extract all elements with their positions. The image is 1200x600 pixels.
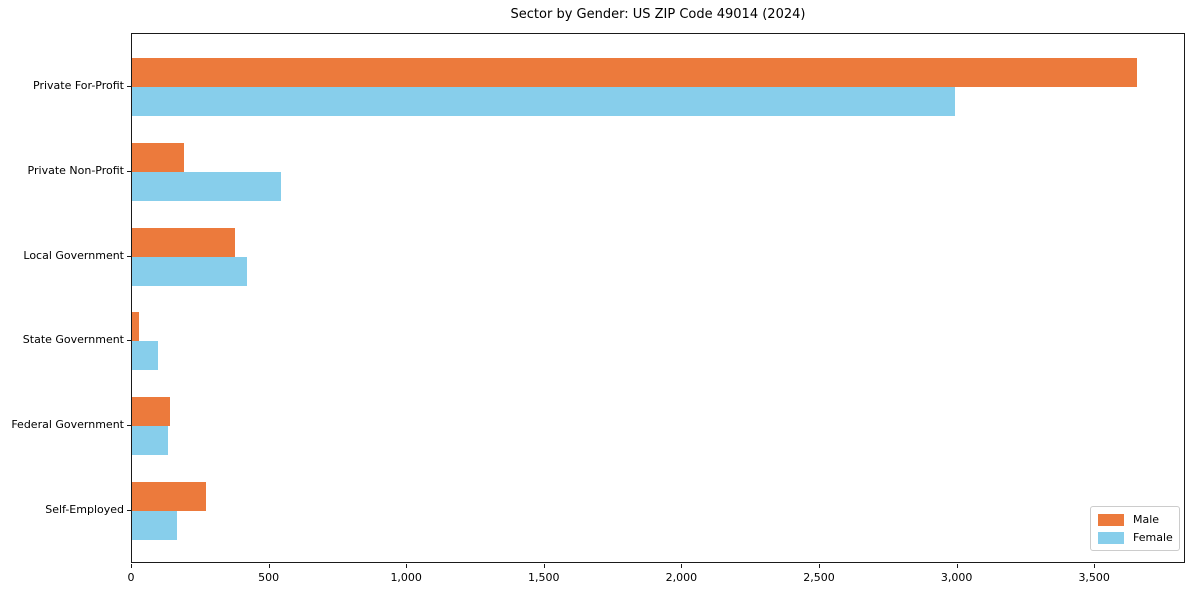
bar-male-private-for-profit <box>132 58 1137 87</box>
y-tick-mark <box>127 255 131 257</box>
legend-item-female: Female <box>1098 531 1173 544</box>
x-tick-mark <box>406 564 408 568</box>
chart-title: Sector by Gender: US ZIP Code 49014 (202… <box>510 7 806 22</box>
bar-male-local-government <box>132 227 236 257</box>
y-tick-mark <box>127 86 131 87</box>
legend-item-male: Male <box>1098 513 1171 526</box>
legend-swatch-male <box>1098 513 1124 526</box>
x-tick-label-3000: 3,000 <box>940 571 973 584</box>
plot-area <box>131 33 1185 563</box>
y-tick-label-state-government: State Government <box>22 333 124 347</box>
x-tick-label-500: 500 <box>258 571 280 584</box>
y-tick-mark <box>127 340 131 342</box>
bar-female-federal-government <box>132 426 169 456</box>
y-tick-mark <box>127 510 131 511</box>
x-tick-label-0: 0 <box>127 571 135 584</box>
x-tick-label-1000: 1,000 <box>390 571 422 584</box>
y-tick-label-private-non-profit: Private Non-Profit <box>27 163 124 177</box>
y-tick-mark <box>127 425 131 427</box>
bar-male-state-government <box>132 312 139 342</box>
x-tick-mark <box>1094 564 1096 568</box>
y-tick-label-local-government: Local Government <box>23 248 124 262</box>
legend: Male Female <box>1090 506 1180 551</box>
bar-female-private-non-profit <box>132 171 282 201</box>
legend-label-female: Female <box>1133 531 1173 544</box>
y-tick-label-private-for-profit: Private For-Profit <box>33 79 124 92</box>
x-tick-mark <box>268 564 270 568</box>
x-tick-mark <box>819 564 820 568</box>
bar-female-state-government <box>132 341 159 371</box>
y-tick-label-federal-government: Federal Government <box>11 418 124 432</box>
x-tick-label-1500: 1,500 <box>528 571 560 584</box>
y-tick-label-self-employed: Self-Employed <box>45 503 124 516</box>
x-tick-mark <box>543 564 545 568</box>
bar-male-federal-government <box>132 397 170 427</box>
bar-male-private-non-profit <box>132 142 185 172</box>
legend-swatch-female <box>1098 531 1124 544</box>
bar-male-self-employed <box>132 482 207 511</box>
x-tick-label-2000: 2,000 <box>665 571 698 584</box>
y-tick-mark <box>127 170 131 172</box>
x-tick-label-3500: 3,500 <box>1078 571 1110 584</box>
x-tick-mark <box>131 564 132 568</box>
x-tick-mark <box>681 564 683 568</box>
bar-female-local-government <box>132 256 247 286</box>
x-tick-mark <box>956 564 958 568</box>
bar-female-private-for-profit <box>132 87 955 116</box>
bar-female-self-employed <box>132 511 178 540</box>
legend-label-male: Male <box>1133 513 1160 526</box>
x-tick-label-2500: 2,500 <box>803 571 835 584</box>
